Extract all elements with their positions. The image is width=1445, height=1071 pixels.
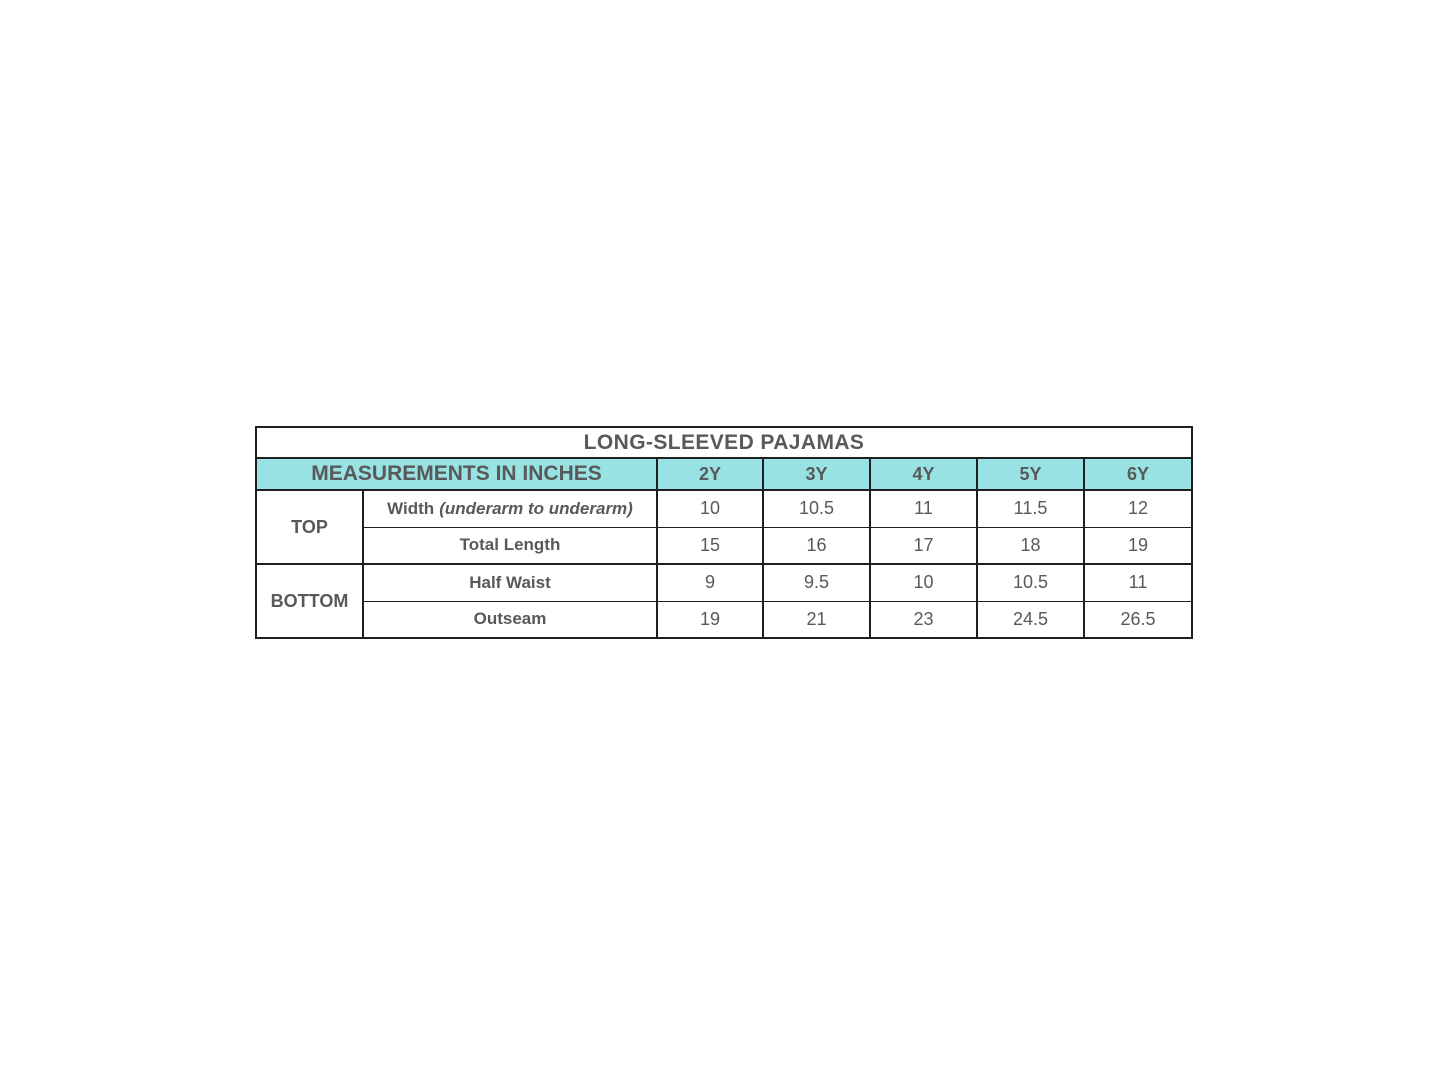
measurement-label-note: (underarm to underarm) — [439, 498, 633, 518]
value-cell-width-5y: 11.5 — [976, 489, 1085, 528]
value-cell-half-waist-6y: 11 — [1083, 563, 1193, 602]
value-cell-total-length-6y: 19 — [1083, 526, 1193, 565]
value-cell-outseam-6y: 26.5 — [1083, 600, 1193, 639]
measurement-label-text: Total Length — [459, 535, 561, 555]
size-column-header-2y: 2Y — [656, 457, 764, 491]
size-column-header-4y: 4Y — [869, 457, 978, 491]
measurements-header: MEASUREMENTS IN INCHES — [255, 457, 658, 491]
value-cell-half-waist-5y: 10.5 — [976, 563, 1085, 602]
value-cell-width-4y: 11 — [869, 489, 978, 528]
measurement-label-text: Width — [387, 498, 435, 518]
value-cell-half-waist-2y: 9 — [656, 563, 764, 602]
value-cell-width-2y: 10 — [656, 489, 764, 528]
value-cell-total-length-3y: 16 — [762, 526, 871, 565]
value-cell-total-length-5y: 18 — [976, 526, 1085, 565]
value-cell-outseam-3y: 21 — [762, 600, 871, 639]
value-cell-outseam-5y: 24.5 — [976, 600, 1085, 639]
section-label-bottom: BOTTOM — [255, 563, 364, 639]
measurement-label-text: Half Waist — [469, 572, 551, 592]
measurement-label-total-length: Total Length — [362, 526, 658, 565]
value-cell-outseam-2y: 19 — [656, 600, 764, 639]
measurement-label-outseam: Outseam — [362, 600, 658, 639]
measurement-label-half-waist: Half Waist — [362, 563, 658, 602]
section-label-top: TOP — [255, 489, 364, 565]
value-cell-width-6y: 12 — [1083, 489, 1193, 528]
value-cell-half-waist-3y: 9.5 — [762, 563, 871, 602]
value-cell-width-3y: 10.5 — [762, 489, 871, 528]
size-column-header-6y: 6Y — [1083, 457, 1193, 491]
value-cell-total-length-4y: 17 — [869, 526, 978, 565]
value-cell-outseam-4y: 23 — [869, 600, 978, 639]
value-cell-total-length-2y: 15 — [656, 526, 764, 565]
measurement-label-text: Outseam — [473, 609, 547, 629]
size-chart-table: LONG-SLEEVED PAJAMAS MEASUREMENTS IN INC… — [255, 426, 1193, 639]
value-cell-half-waist-4y: 10 — [869, 563, 978, 602]
size-column-header-3y: 3Y — [762, 457, 871, 491]
table-title: LONG-SLEEVED PAJAMAS — [255, 426, 1193, 459]
size-column-header-5y: 5Y — [976, 457, 1085, 491]
measurement-label-width: Width (underarm to underarm) — [362, 489, 658, 528]
